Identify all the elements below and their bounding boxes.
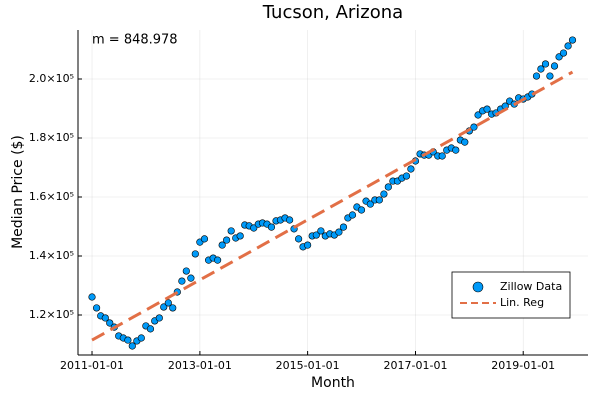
data-point: [88, 293, 96, 301]
y-tick-label: 2.0×10⁵: [29, 72, 74, 85]
x-tick-label: 2015-01-01: [276, 359, 340, 372]
data-point: [178, 277, 186, 285]
data-point: [357, 206, 366, 214]
x-tick-label: 2011-01-01: [60, 359, 124, 372]
data-point: [218, 241, 226, 249]
data-point: [286, 216, 294, 224]
data-point: [101, 314, 109, 322]
data-point: [223, 236, 231, 244]
data-point: [559, 49, 568, 57]
data-point: [339, 223, 348, 231]
legend-marker: [472, 281, 484, 293]
x-tick-label: 2019-01-01: [491, 359, 555, 372]
data-point: [187, 274, 195, 282]
data-point: [304, 241, 312, 249]
data-point: [546, 72, 554, 80]
data-point: [470, 123, 478, 131]
legend: Zillow Data Lin. Reg: [451, 271, 571, 319]
data-point: [312, 231, 320, 239]
data-point: [461, 138, 469, 146]
data-point: [164, 299, 172, 307]
data-point: [407, 165, 415, 173]
legend-box: [451, 271, 571, 319]
data-point: [124, 336, 132, 344]
y-tick-label: 1.8×10⁵: [29, 131, 74, 144]
data-point: [348, 211, 357, 219]
data-point: [191, 250, 199, 258]
data-point: [155, 314, 163, 322]
data-point: [550, 62, 559, 70]
data-point: [366, 200, 374, 208]
data-point: [568, 36, 577, 44]
y-tick-label: 1.2×10⁵: [29, 308, 74, 321]
data-point: [438, 152, 446, 160]
data-point: [375, 196, 383, 204]
data-point: [483, 105, 491, 113]
data-point: [146, 325, 155, 333]
legend-label: Lin. Reg: [500, 296, 544, 309]
data-point: [200, 235, 209, 243]
x-axis-label: Month: [311, 375, 355, 391]
data-point: [160, 303, 168, 311]
data-point: [380, 190, 388, 198]
data-point: [227, 227, 235, 235]
data-point: [236, 232, 244, 240]
data-point: [541, 60, 550, 68]
y-tick-label: 1.4×10⁵: [29, 249, 74, 262]
data-point: [335, 228, 343, 236]
annotation: m = 848.978: [92, 33, 178, 48]
chart-title: Tucson, Arizona: [262, 2, 403, 23]
legend-label: Zillow Data: [500, 280, 562, 293]
data-point: [267, 223, 276, 231]
data-point: [474, 111, 482, 119]
data-point: [384, 183, 392, 191]
data-point: [214, 256, 222, 264]
data-point: [169, 304, 177, 312]
y-axis-label: Median Price ($): [10, 135, 26, 249]
data-point: [295, 235, 303, 243]
data-point: [250, 224, 258, 232]
data-point: [182, 267, 190, 275]
x-tick-label: 2013-01-01: [168, 359, 232, 372]
x-tick-label: 2017-01-01: [384, 359, 448, 372]
data-point: [128, 342, 136, 350]
data-point: [92, 304, 101, 312]
data-point: [452, 146, 460, 154]
data-point: [564, 42, 572, 50]
y-tick-label: 1.6×10⁵: [29, 190, 74, 203]
regression-line: [91, 70, 574, 342]
data-point: [532, 72, 541, 80]
data-point: [317, 227, 325, 235]
data-point: [106, 319, 114, 327]
data-point: [402, 172, 411, 180]
data-point: [137, 334, 145, 342]
data-point: [537, 65, 545, 73]
